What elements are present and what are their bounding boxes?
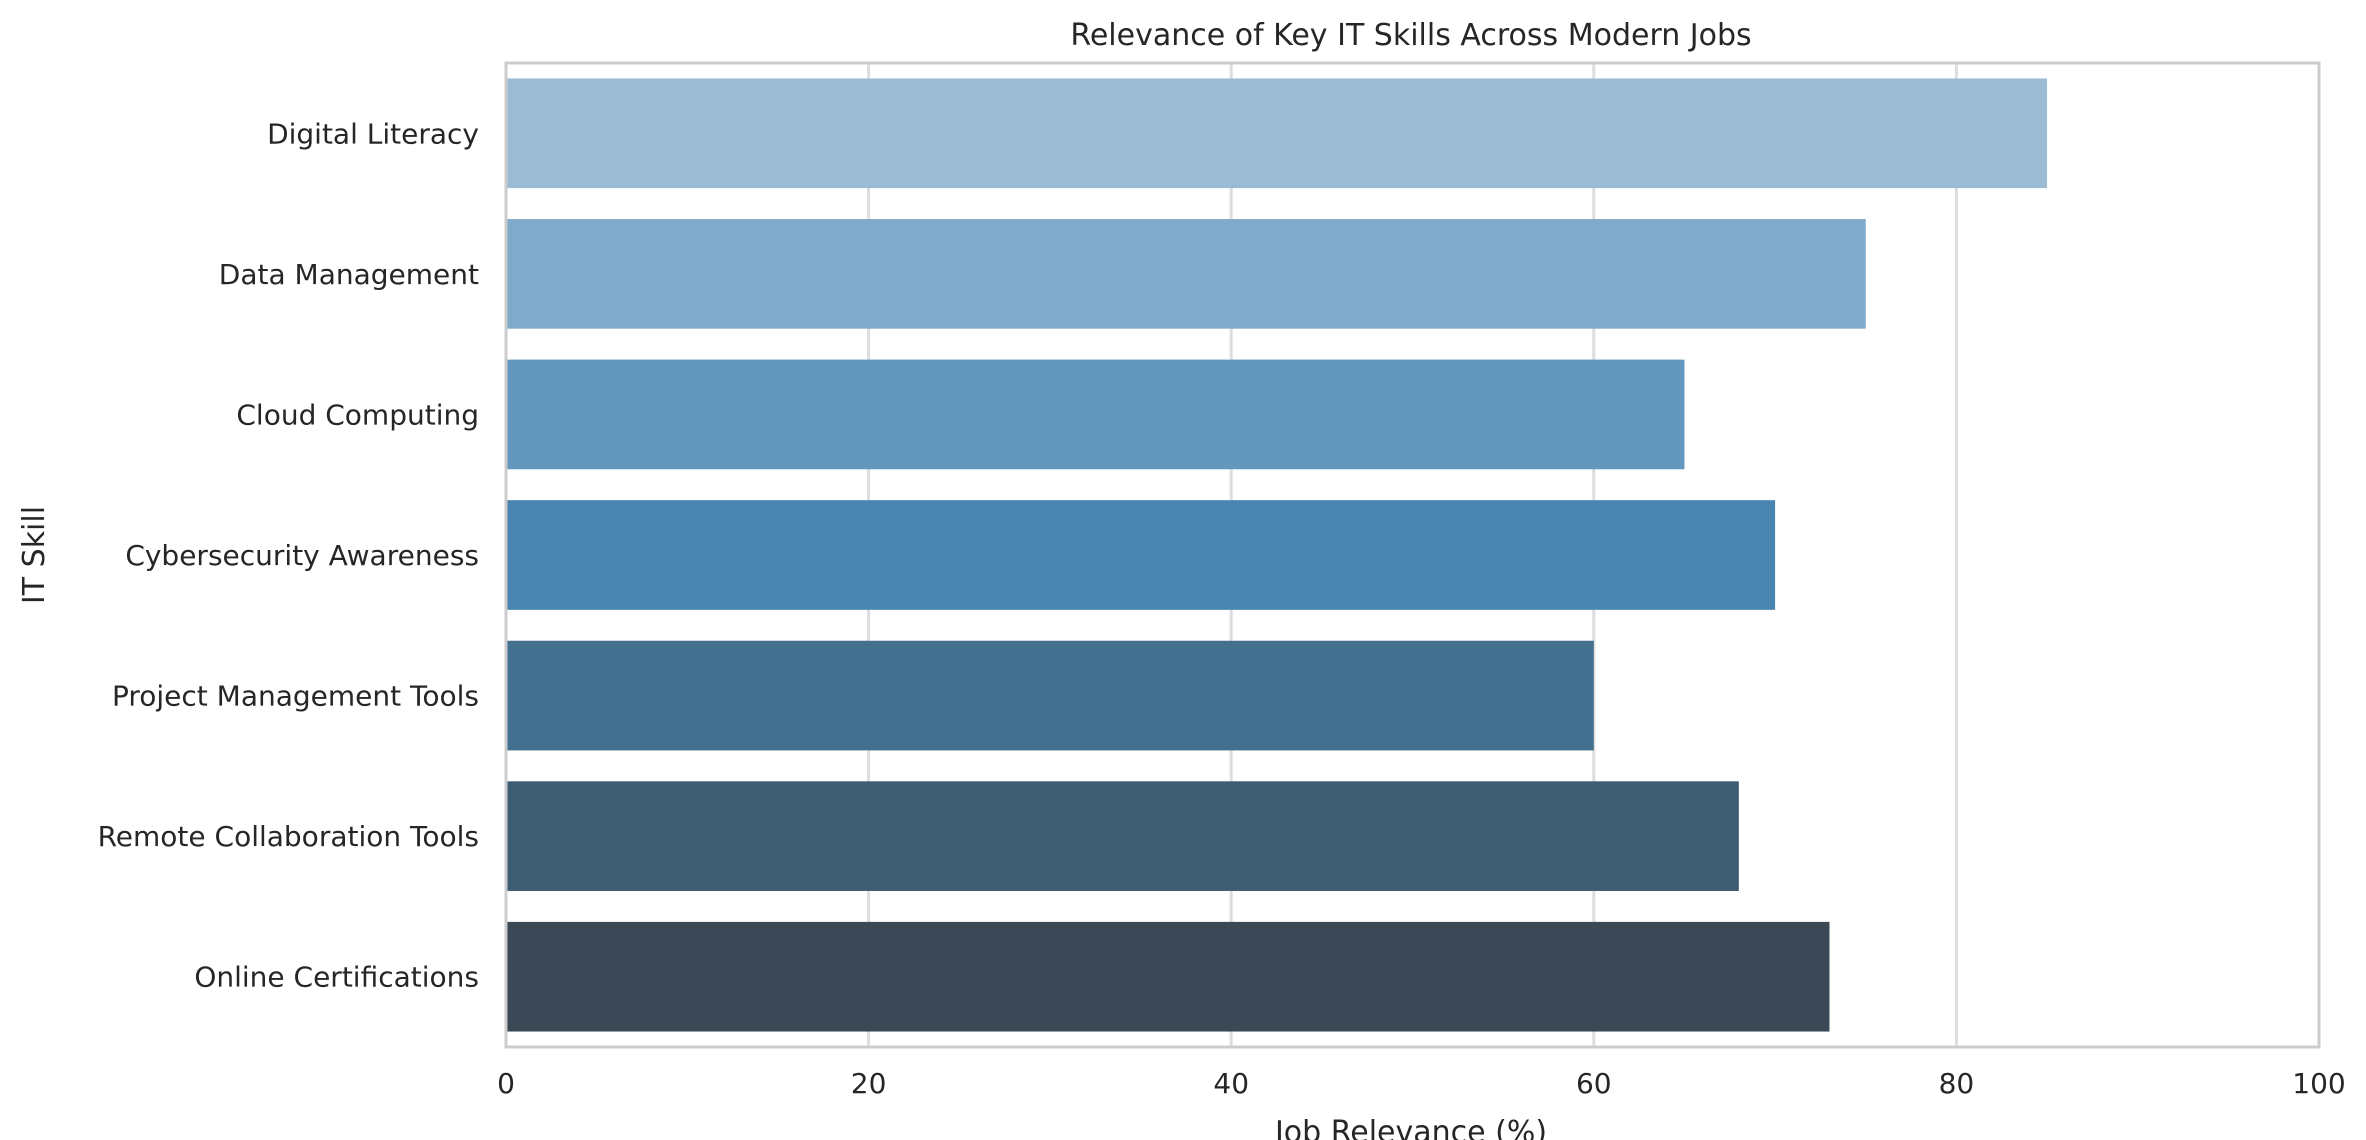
plot-frame [504, 61, 2321, 1049]
x-tick-labels: 0 20 40 60 80 100 [497, 1067, 2346, 1100]
y-tick-label: Online Certifications [194, 961, 479, 994]
bar [506, 78, 2048, 189]
x-tick-label: 100 [2292, 1067, 2345, 1100]
bar [506, 781, 1739, 891]
y-tick-label: Cybersecurity Awareness [125, 539, 479, 572]
y-axis-label: IT Skill [17, 506, 52, 604]
y-tick-label: Project Management Tools [112, 680, 479, 713]
bar [506, 640, 1594, 751]
x-tick-label: 20 [851, 1067, 887, 1100]
y-tick-labels: Digital Literacy Data Management Cloud Com… [98, 117, 479, 993]
bar [506, 219, 1866, 329]
bar [506, 359, 1685, 470]
x-tick-label: 0 [497, 1067, 515, 1100]
x-tick-label: 40 [1213, 1067, 1249, 1100]
chart-title: Relevance of Key IT Skills Across Modern… [1070, 18, 1751, 53]
bar [506, 921, 1830, 1032]
bar [506, 500, 1776, 610]
y-tick-label: Remote Collaboration Tools [98, 820, 479, 853]
bar-series [506, 78, 2048, 1032]
x-tick-label: 80 [1939, 1067, 1975, 1100]
y-tick-label: Cloud Computing [236, 398, 479, 431]
y-tick-label: Digital Literacy [267, 117, 479, 150]
x-axis-label: Job Relevance (%) [1273, 1115, 1547, 1140]
x-tick-label: 60 [1576, 1067, 1612, 1100]
y-tick-label: Data Management [219, 258, 479, 291]
